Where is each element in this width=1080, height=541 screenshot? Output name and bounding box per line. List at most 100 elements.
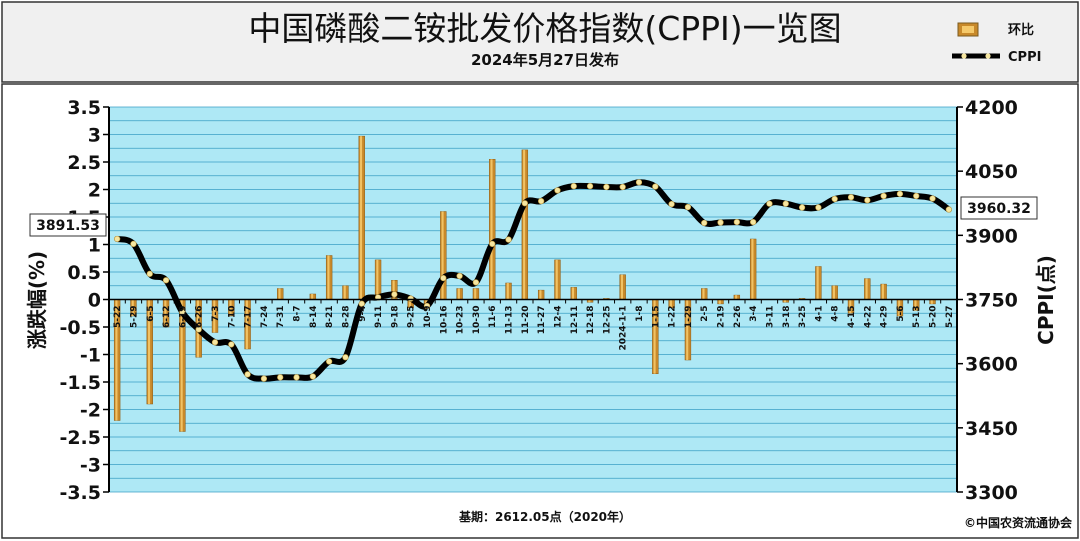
cppi-point	[733, 218, 740, 226]
bar-highlight	[784, 299, 787, 303]
x-category-label: 10-16	[439, 306, 449, 335]
bar-highlight	[392, 280, 395, 300]
bar-highlight	[588, 299, 591, 303]
bar-highlight	[702, 288, 705, 300]
x-category-label: 1-8	[635, 306, 645, 322]
cppi-point	[831, 195, 838, 203]
x-category-label: 12-25	[602, 306, 612, 335]
left-tick-label: 3	[88, 125, 101, 147]
left-tick-label: -1	[80, 345, 101, 367]
cppi-point	[798, 204, 806, 211]
x-axis-labels: 5-22 5-29 6-5 6-12 6-19 6-26 7-3 7-10 7-17 7-24 7-…	[113, 306, 955, 351]
line-series	[114, 179, 952, 382]
cppi-point	[750, 218, 757, 226]
bar-highlight	[327, 255, 330, 300]
left-tick-label: 2	[88, 180, 101, 202]
cppi-point	[391, 291, 398, 298]
x-category-label: 11-6	[488, 306, 498, 329]
legend-line-marker	[961, 53, 967, 59]
legend-line-label: CPPI	[1008, 50, 1041, 65]
bar-highlight	[718, 299, 721, 304]
left-tick-label: -2	[80, 400, 101, 422]
x-category-label: 9-25	[407, 306, 417, 329]
cppi-point	[652, 183, 659, 190]
x-category-label: 5-13	[912, 306, 922, 329]
cppi-point	[864, 197, 871, 204]
left-tick-label: -3.5	[59, 482, 101, 504]
cppi-point	[896, 190, 904, 197]
cppi-point	[293, 374, 300, 381]
bar-highlight	[620, 274, 624, 300]
bar-highlight	[735, 295, 738, 300]
cppi-point	[521, 200, 528, 207]
cppi-point	[130, 240, 137, 247]
x-category-label: 8-7	[293, 306, 303, 322]
left-tick-label: -0.5	[59, 317, 101, 339]
x-category-label: 1-22	[668, 306, 678, 329]
x-category-label: 5-6	[896, 306, 906, 322]
right-tick-label: 3750	[965, 290, 1018, 312]
left-tick-label: 0.5	[67, 262, 101, 284]
x-category-label: 7-24	[260, 306, 270, 329]
x-category-label: 4-8	[831, 306, 841, 322]
bar-highlight	[686, 299, 689, 360]
legend-bar-label: 环比	[1008, 22, 1034, 38]
gridlines	[109, 106, 957, 493]
left-axis-ticks: 3.532.521.510.50-0.5-1-1.5-2-2.5-3-3.5	[59, 97, 109, 504]
left-tick-label: 1	[88, 235, 101, 257]
cppi-point	[815, 204, 822, 211]
cppi-point	[538, 198, 545, 205]
left-tick-label: 3.5	[67, 97, 101, 119]
cppi-point	[472, 279, 480, 286]
right-axis-ticks: 4200 4050 3900 3750 3600 3450 3300	[957, 97, 1018, 504]
x-category-label: 9-11	[374, 306, 384, 329]
cppi-point	[114, 235, 121, 243]
left-tick-label: 0	[88, 290, 101, 312]
x-category-label: 11-27	[537, 306, 547, 335]
x-category-label: 5-27	[945, 306, 955, 329]
x-category-label: 5-20	[929, 306, 939, 329]
bar-highlight	[816, 266, 819, 300]
cppi-point	[146, 270, 153, 277]
cppi-point	[668, 201, 675, 208]
cppi-point	[913, 192, 920, 200]
cppi-point	[717, 219, 724, 226]
legend-line-marker	[985, 53, 991, 59]
x-category-label: 2-19	[717, 306, 727, 329]
bar-highlight	[669, 299, 672, 308]
cppi-point	[701, 219, 708, 227]
cppi-point	[684, 204, 692, 211]
bar-highlight	[441, 211, 444, 300]
x-category-label: 7-3	[211, 306, 221, 322]
last-value-callout: 3960.32	[960, 196, 1038, 220]
header-panel	[1, 1, 1079, 83]
x-category-label: 3-11	[765, 306, 775, 329]
x-category-label: 4-22	[863, 306, 873, 329]
cppi-point	[342, 354, 349, 361]
x-category-label: 6-12	[162, 306, 172, 329]
bar-highlight	[229, 299, 232, 316]
x-category-label: 4-29	[880, 306, 890, 329]
bar-highlight	[343, 285, 346, 300]
x-category-label: 2-26	[733, 306, 743, 329]
cppi-point	[244, 371, 251, 378]
bar-highlight	[865, 278, 868, 300]
cppi-point	[456, 272, 463, 280]
last-value-label: 3960.32	[967, 201, 1031, 217]
x-category-label: 5-29	[129, 306, 139, 329]
x-category-label: 7-31	[276, 306, 286, 329]
x-category-label: 11-13	[505, 306, 515, 335]
bar-highlight	[311, 294, 314, 300]
x-category-label: 7-17	[244, 306, 254, 329]
cppi-point	[440, 275, 447, 282]
first-value-box	[29, 213, 107, 237]
bar-highlight	[849, 299, 852, 314]
x-category-label: 9-4	[358, 306, 368, 322]
bar-highlight	[539, 290, 542, 300]
cppi-point	[489, 240, 496, 247]
x-category-label: 3-18	[782, 306, 792, 329]
bar-highlight	[474, 288, 477, 300]
x-category-label: 10-9	[423, 306, 433, 329]
cppi-point	[554, 187, 561, 194]
bar-highlight	[425, 299, 428, 305]
